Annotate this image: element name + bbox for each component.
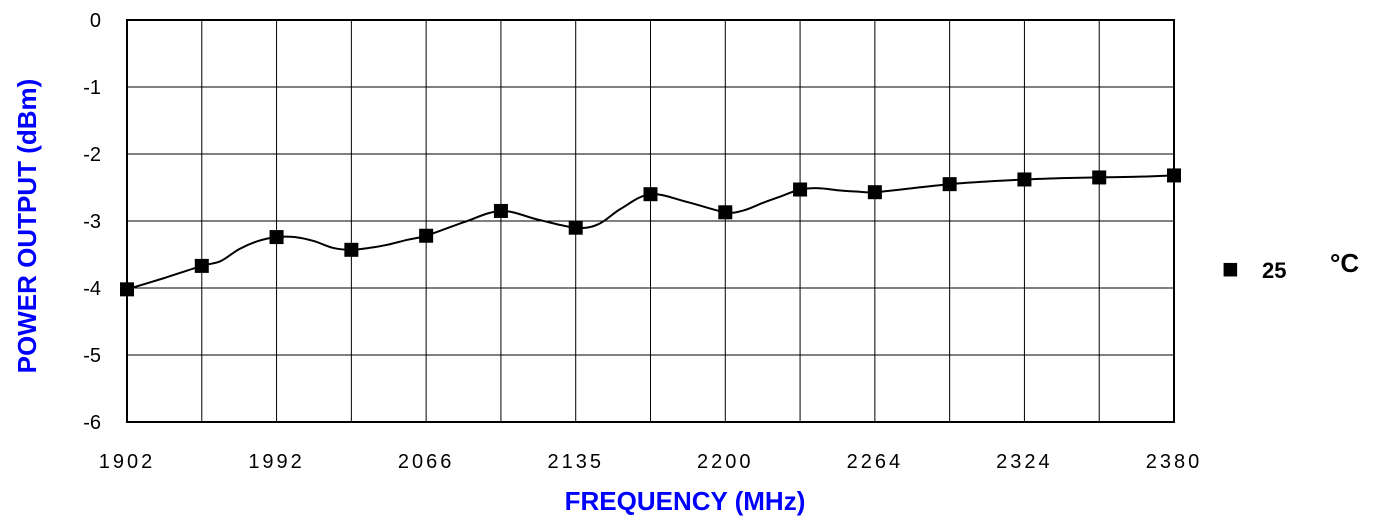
data-point [718,205,733,220]
x-axis-title: FREQUENCY (MHz) [565,486,806,516]
series-line-25c [126,174,1175,291]
data-point [1092,170,1107,185]
y-tick-label: -3 [83,211,101,233]
data-point [120,282,134,297]
data-point [493,203,508,218]
legend-unit: °C [1330,248,1359,278]
grid-lines [127,20,1174,422]
y-tick-labels: 0 -1 -2 -3 -4 -5 -6 [83,10,101,434]
y-tick-label: -1 [83,77,101,99]
legend: ■ 25 °C [1222,248,1359,284]
series-markers-25c [120,168,1181,297]
data-point [867,185,882,200]
y-tick-label: -4 [83,278,101,300]
y-tick-label: 0 [90,10,101,32]
data-point [793,182,808,197]
x-tick-label: 2066 [398,451,455,473]
y-tick-label: -5 [83,345,101,367]
data-point [568,220,583,235]
x-tick-labels: 1902 1992 2066 2135 2200 2264 2324 2380 [99,451,1203,473]
y-axis-title: POWER OUTPUT (dBm) [12,79,42,374]
data-point [194,258,209,273]
data-point [419,228,434,243]
x-tick-label: 1992 [248,451,305,473]
x-tick-label: 2135 [547,451,604,473]
x-tick-label: 2380 [1146,451,1203,473]
y-tick-label: -6 [83,412,101,434]
legend-marker-icon: ■ [1222,253,1239,284]
plot-frame [126,19,1175,423]
y-tick-label: -2 [83,144,101,166]
x-tick-label: 2200 [697,451,754,473]
x-tick-label: 1902 [99,451,156,473]
x-tick-label: 2264 [847,451,904,473]
data-point [643,187,658,202]
data-point [1017,172,1032,187]
data-point [942,177,957,192]
legend-value: 25 [1262,258,1286,283]
data-point [344,242,359,257]
data-point [1167,168,1181,183]
data-point [269,230,284,245]
x-tick-label: 2324 [996,451,1053,473]
